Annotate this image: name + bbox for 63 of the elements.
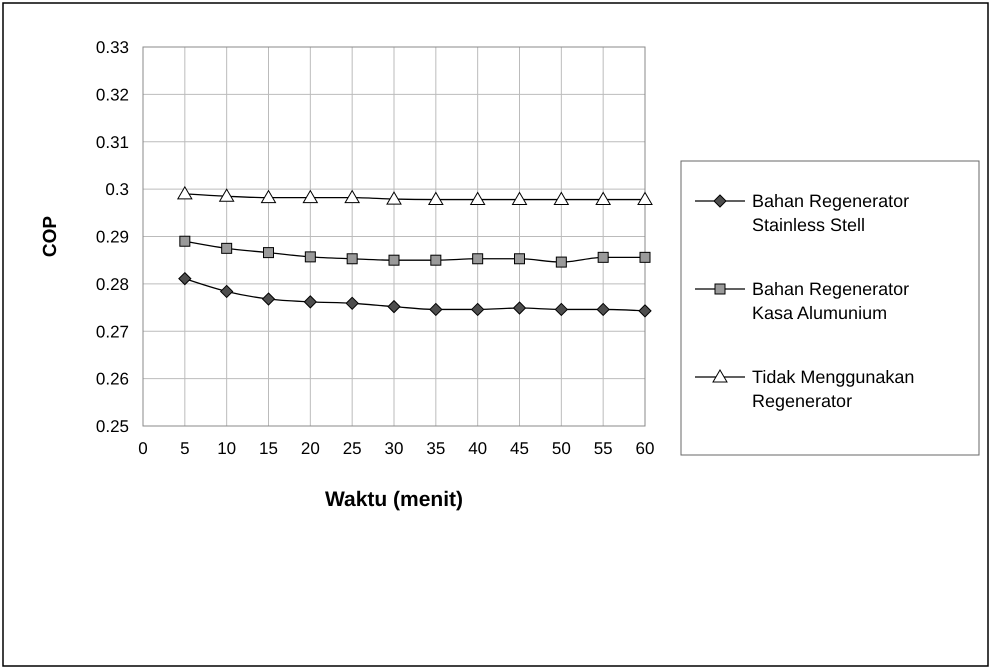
- point: [178, 272, 192, 286]
- point: [596, 192, 611, 206]
- point: [640, 252, 650, 263]
- point: [513, 302, 526, 315]
- point: [430, 254, 442, 266]
- legend-label: Bahan Regenerator Kasa Alumunium: [752, 279, 910, 323]
- point: [512, 192, 527, 206]
- x-tick-label: 15: [259, 439, 278, 458]
- point: [263, 247, 274, 258]
- y-tick-label: 0.25: [96, 417, 129, 436]
- x-tick-label: 40: [468, 439, 488, 458]
- point: [554, 302, 568, 316]
- point: [179, 236, 190, 247]
- point: [261, 190, 276, 204]
- point: [346, 296, 359, 310]
- point: [470, 192, 486, 206]
- x-tick-label: 20: [300, 439, 320, 458]
- y-tick-label: 0.29: [96, 228, 129, 246]
- x-tick-label: 5: [180, 439, 190, 458]
- point: [219, 188, 234, 202]
- y-tick-label: 0.28: [96, 274, 129, 294]
- point: [177, 186, 192, 200]
- point: [388, 300, 400, 314]
- point: [386, 192, 402, 205]
- y-tick-label: 0.32: [96, 85, 129, 104]
- point: [596, 302, 610, 316]
- point: [472, 253, 484, 264]
- x-tick-label: 60: [636, 439, 654, 458]
- x-tick-label: 25: [342, 439, 362, 458]
- point: [428, 192, 444, 206]
- point: [388, 254, 400, 266]
- x-tick-label: 45: [510, 439, 529, 458]
- x-tick-label: 55: [594, 439, 613, 458]
- point: [304, 251, 316, 262]
- y-tick-label: 0.26: [96, 370, 129, 389]
- x-tick-label: 0: [138, 439, 148, 458]
- point: [598, 252, 609, 263]
- x-tick-label: 35: [426, 439, 446, 458]
- legend-label: Tidak Menggunakan Regenerator: [752, 367, 914, 411]
- point: [220, 284, 234, 298]
- point: [471, 302, 484, 316]
- x-axis-title: Waktu (menit): [324, 488, 464, 511]
- point: [262, 292, 275, 306]
- x-tick-label: 30: [384, 439, 404, 458]
- y-tick-label: 0.3: [105, 180, 129, 200]
- point: [221, 242, 232, 254]
- point: [638, 192, 652, 206]
- y-tick-label: 0.31: [96, 132, 129, 152]
- x-tick-label: 50: [552, 439, 571, 458]
- point: [556, 256, 567, 268]
- point: [554, 192, 569, 206]
- y-axis-title: COP: [40, 216, 61, 258]
- point: [346, 253, 358, 264]
- point: [638, 304, 652, 318]
- legend-label: Bahan Regenerator Stainless Stell: [752, 191, 910, 235]
- y-tick-label: 0.33: [96, 38, 129, 57]
- point: [344, 190, 360, 204]
- point: [514, 253, 525, 264]
- x-tick-label: 10: [217, 439, 236, 458]
- point: [304, 295, 317, 308]
- point: [302, 190, 318, 204]
- y-tick-label: 0.27: [96, 322, 129, 342]
- point: [429, 302, 442, 316]
